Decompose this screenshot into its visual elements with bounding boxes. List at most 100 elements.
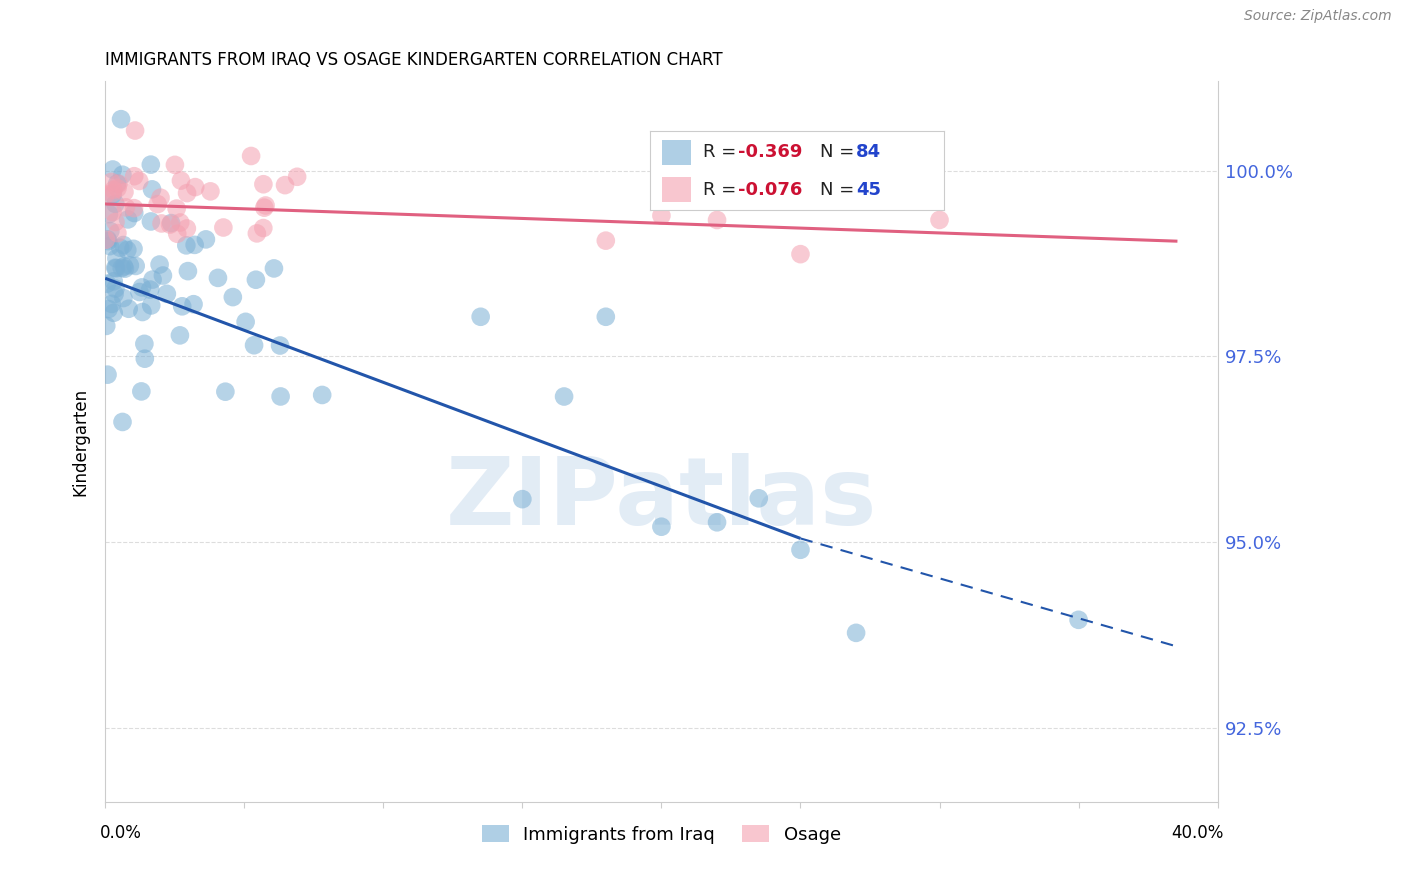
Point bbox=[104, 215, 127, 229]
Point bbox=[101, 162, 124, 177]
Point bbox=[122, 169, 145, 184]
Point bbox=[103, 183, 125, 197]
Point bbox=[595, 234, 617, 248]
Point bbox=[252, 178, 274, 192]
Point bbox=[101, 205, 124, 219]
Point bbox=[169, 328, 191, 343]
Point bbox=[166, 227, 188, 241]
Point bbox=[269, 338, 291, 352]
Point bbox=[240, 149, 263, 163]
Point bbox=[214, 384, 236, 399]
Point bbox=[98, 207, 121, 221]
Point bbox=[105, 261, 128, 276]
Point bbox=[115, 200, 138, 214]
Point bbox=[176, 221, 198, 235]
Point bbox=[122, 206, 145, 220]
Point bbox=[108, 241, 131, 255]
Point bbox=[311, 388, 333, 402]
Point bbox=[152, 268, 174, 283]
Point bbox=[118, 258, 141, 272]
Point bbox=[101, 186, 124, 201]
Point bbox=[96, 277, 118, 291]
Point bbox=[107, 226, 129, 240]
Point bbox=[104, 260, 127, 275]
Point bbox=[103, 287, 125, 301]
Point bbox=[97, 301, 120, 316]
Point bbox=[183, 297, 205, 311]
Point bbox=[100, 175, 122, 189]
Point bbox=[128, 174, 150, 188]
Point bbox=[156, 286, 179, 301]
Point bbox=[222, 290, 245, 304]
Point bbox=[270, 389, 292, 403]
Point bbox=[263, 261, 285, 276]
Point bbox=[104, 197, 127, 211]
Point bbox=[253, 201, 276, 215]
Text: R =: R = bbox=[703, 180, 742, 199]
Point bbox=[285, 169, 308, 184]
Point bbox=[107, 181, 129, 195]
Point bbox=[159, 218, 181, 232]
Point bbox=[128, 285, 150, 299]
Point bbox=[94, 187, 117, 202]
Point bbox=[246, 227, 269, 241]
Point bbox=[134, 351, 156, 366]
Point bbox=[789, 542, 811, 557]
Point bbox=[595, 310, 617, 324]
Point bbox=[98, 224, 121, 238]
Point bbox=[97, 232, 120, 246]
Point bbox=[176, 238, 198, 252]
Bar bbox=[661, 140, 690, 165]
Point bbox=[553, 390, 575, 404]
Point bbox=[131, 280, 153, 294]
Point bbox=[103, 306, 125, 320]
Point bbox=[183, 238, 205, 252]
Text: 40.0%: 40.0% bbox=[1171, 824, 1223, 842]
Point bbox=[650, 519, 672, 533]
Point bbox=[928, 213, 950, 227]
Text: -0.076: -0.076 bbox=[738, 180, 803, 199]
Text: 0.0%: 0.0% bbox=[100, 824, 142, 842]
Point bbox=[172, 299, 194, 313]
Point bbox=[252, 221, 274, 235]
Point bbox=[789, 247, 811, 261]
Point bbox=[114, 185, 136, 199]
Point bbox=[200, 185, 222, 199]
Y-axis label: Kindergarten: Kindergarten bbox=[72, 388, 89, 496]
Point bbox=[245, 273, 267, 287]
Point bbox=[194, 232, 217, 246]
Point bbox=[243, 338, 266, 352]
Point bbox=[111, 415, 134, 429]
Point bbox=[139, 283, 162, 297]
Point bbox=[112, 238, 135, 252]
Point bbox=[107, 177, 129, 191]
Point bbox=[96, 318, 118, 333]
Point bbox=[142, 272, 165, 286]
Point bbox=[512, 492, 534, 507]
Point bbox=[112, 291, 135, 305]
Point bbox=[184, 180, 207, 194]
Point bbox=[845, 625, 868, 640]
Point bbox=[748, 491, 770, 506]
Point bbox=[139, 158, 162, 172]
Point bbox=[105, 252, 128, 266]
Text: ZIPatlas: ZIPatlas bbox=[446, 453, 877, 546]
Point bbox=[706, 213, 728, 227]
Point bbox=[160, 216, 183, 230]
Point bbox=[117, 243, 139, 257]
Point bbox=[274, 178, 297, 193]
Point bbox=[101, 187, 124, 202]
Point bbox=[141, 182, 163, 196]
Text: R =: R = bbox=[703, 143, 742, 161]
Point bbox=[176, 186, 198, 200]
Text: Source: ZipAtlas.com: Source: ZipAtlas.com bbox=[1244, 9, 1392, 23]
Point bbox=[105, 177, 128, 191]
Point bbox=[111, 260, 134, 275]
Point bbox=[122, 242, 145, 256]
Point bbox=[100, 297, 122, 311]
Text: 84: 84 bbox=[856, 143, 880, 161]
Point bbox=[96, 368, 118, 382]
Point bbox=[125, 259, 148, 273]
Point bbox=[149, 258, 172, 272]
Point bbox=[166, 202, 188, 216]
